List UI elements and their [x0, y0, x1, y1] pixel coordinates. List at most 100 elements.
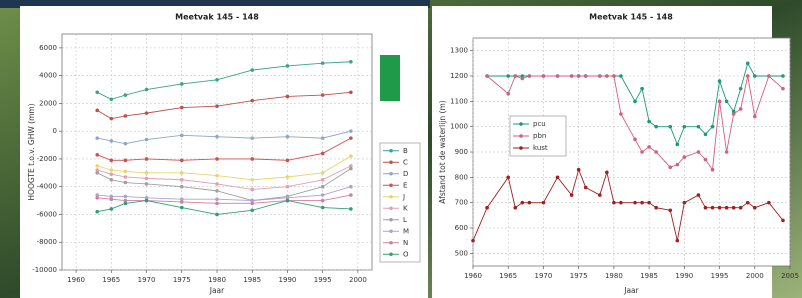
data-point — [640, 201, 644, 205]
data-point — [286, 135, 290, 139]
legend-marker — [389, 241, 393, 245]
data-point — [180, 159, 184, 163]
y-tick-label: -10000 — [32, 266, 57, 274]
data-point — [598, 74, 602, 78]
data-point — [286, 64, 290, 68]
data-point — [647, 201, 651, 205]
data-point — [781, 87, 785, 91]
y-tick-label: 0 — [53, 127, 57, 135]
data-point — [145, 182, 149, 186]
data-point — [640, 87, 644, 91]
y-tick-label: 6000 — [39, 44, 57, 52]
x-tick-label: 1985 — [640, 272, 658, 280]
data-point — [250, 136, 254, 140]
data-point — [321, 199, 325, 203]
data-point — [321, 136, 325, 140]
legend-marker — [389, 183, 393, 187]
y-axis-label: Afstand tot de waterlijn (m) — [438, 100, 447, 203]
legend-marker — [389, 160, 393, 164]
data-point — [321, 171, 325, 175]
screenshot: Meetvak 145 - 148JaarHOOGTE t.o.v. GHW (… — [0, 0, 802, 298]
y-tick-label: 500 — [455, 249, 468, 257]
legend-marker — [389, 195, 393, 199]
data-point — [321, 93, 325, 97]
y-tick-label: 1000 — [450, 123, 468, 131]
data-point — [215, 135, 219, 139]
data-point — [180, 134, 184, 138]
data-point — [725, 150, 729, 154]
data-point — [95, 136, 99, 140]
data-point — [95, 210, 99, 214]
data-point — [704, 132, 708, 136]
data-point — [633, 100, 637, 104]
data-point — [349, 167, 353, 171]
data-point — [110, 159, 114, 163]
data-point — [485, 74, 489, 78]
data-point — [321, 185, 325, 189]
data-point — [683, 155, 687, 159]
data-point — [145, 138, 149, 142]
data-point — [215, 213, 219, 217]
data-point — [654, 206, 658, 210]
data-point — [725, 100, 729, 104]
chart-title: Meetvak 145 - 148 — [589, 13, 673, 22]
data-point — [250, 157, 254, 161]
x-tick-label: 2000 — [349, 276, 367, 284]
x-tick-label: 1980 — [605, 272, 623, 280]
data-point — [612, 74, 616, 78]
data-point — [718, 79, 722, 83]
data-point — [321, 152, 325, 156]
y-tick-label: -4000 — [37, 183, 57, 191]
data-point — [753, 115, 757, 119]
data-point — [145, 171, 149, 175]
data-point — [180, 106, 184, 110]
data-point — [521, 201, 525, 205]
data-point — [321, 193, 325, 197]
data-point — [675, 143, 679, 147]
data-point — [521, 77, 525, 81]
data-point — [767, 74, 771, 78]
data-point — [711, 206, 715, 210]
data-point — [124, 114, 128, 118]
data-point — [513, 74, 517, 78]
legend-label: C — [403, 158, 408, 166]
x-tick-label: 1975 — [570, 272, 588, 280]
data-point — [145, 199, 149, 203]
data-point — [654, 150, 658, 154]
legend-marker — [389, 229, 393, 233]
data-point — [349, 185, 353, 189]
legend-marker — [519, 122, 523, 126]
data-point — [286, 175, 290, 179]
data-point — [349, 193, 353, 197]
data-point — [718, 100, 722, 104]
x-tick-label: 1985 — [243, 276, 261, 284]
x-tick-label: 1965 — [102, 276, 120, 284]
data-point — [110, 139, 114, 143]
data-point — [180, 200, 184, 204]
data-point — [704, 206, 708, 210]
data-point — [110, 97, 114, 101]
data-point — [124, 159, 128, 163]
data-point — [215, 202, 219, 206]
data-point — [598, 193, 602, 197]
chart: Meetvak 145 - 148JaarHOOGTE t.o.v. GHW (… — [27, 13, 420, 296]
x-tick-label: 1975 — [173, 276, 191, 284]
x-tick-label: 1980 — [208, 276, 226, 284]
data-point — [739, 206, 743, 210]
x-tick-label: 1970 — [138, 276, 156, 284]
data-point — [619, 112, 623, 116]
y-tick-label: 1100 — [450, 97, 468, 105]
data-point — [528, 74, 532, 78]
data-point — [746, 74, 750, 78]
data-point — [250, 209, 254, 213]
data-point — [180, 178, 184, 182]
data-point — [215, 104, 219, 108]
data-point — [250, 188, 254, 192]
data-point — [180, 171, 184, 175]
data-point — [124, 181, 128, 185]
data-point — [250, 178, 254, 182]
data-point — [633, 138, 637, 142]
data-point — [485, 206, 489, 210]
legend-label: O — [403, 250, 409, 258]
data-point — [781, 219, 785, 223]
